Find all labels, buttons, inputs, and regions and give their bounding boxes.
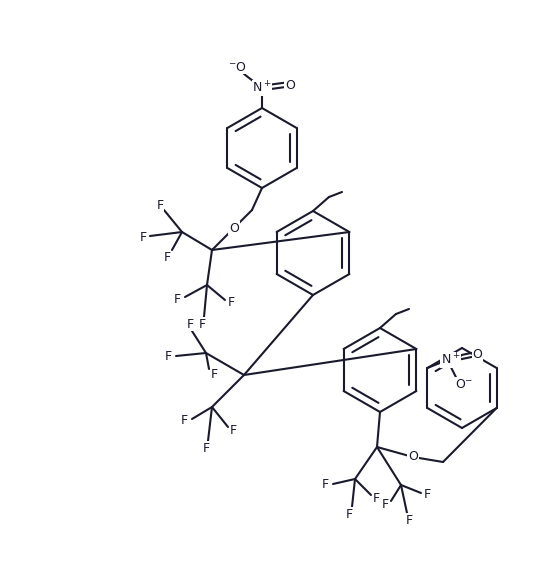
Text: O: O bbox=[229, 221, 239, 234]
Text: N$^+$: N$^+$ bbox=[252, 80, 272, 96]
Text: F: F bbox=[186, 318, 194, 331]
Text: F: F bbox=[173, 292, 180, 306]
Text: O: O bbox=[472, 348, 482, 361]
Text: F: F bbox=[157, 199, 164, 212]
Text: F: F bbox=[423, 489, 431, 501]
Text: F: F bbox=[199, 318, 205, 331]
Text: $^{-}$O: $^{-}$O bbox=[228, 60, 246, 73]
Text: F: F bbox=[372, 492, 380, 505]
Text: F: F bbox=[228, 295, 235, 308]
Text: O: O bbox=[408, 451, 418, 464]
Text: F: F bbox=[139, 230, 147, 244]
Text: O$^{-}$: O$^{-}$ bbox=[455, 377, 473, 390]
Text: N$^+$: N$^+$ bbox=[441, 352, 460, 368]
Text: F: F bbox=[406, 513, 412, 526]
Text: F: F bbox=[321, 479, 329, 492]
Text: F: F bbox=[345, 508, 352, 521]
Text: F: F bbox=[164, 349, 171, 362]
Text: F: F bbox=[381, 498, 388, 512]
Text: F: F bbox=[210, 369, 218, 381]
Text: O: O bbox=[285, 79, 295, 92]
Text: F: F bbox=[180, 414, 188, 427]
Text: F: F bbox=[163, 250, 170, 263]
Text: F: F bbox=[229, 423, 236, 436]
Text: F: F bbox=[203, 442, 210, 455]
